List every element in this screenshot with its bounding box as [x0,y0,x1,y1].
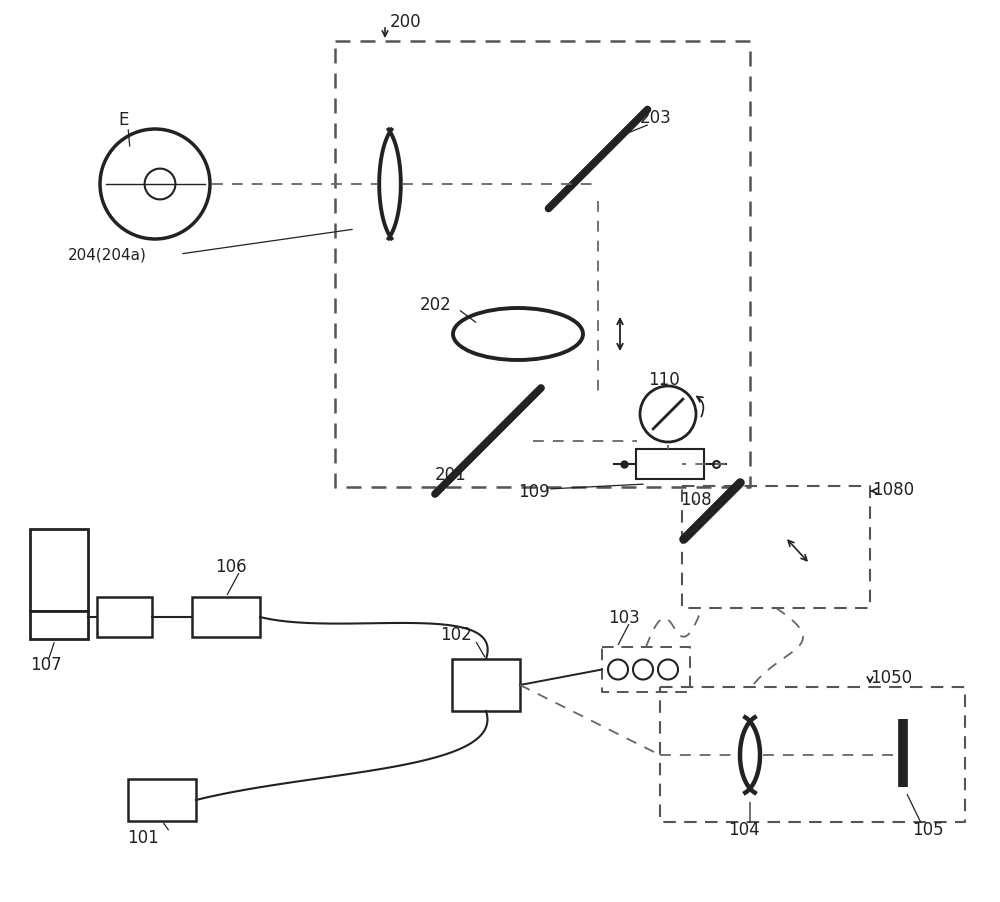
Bar [452,659,520,711]
Text: 102: 102 [440,625,472,643]
Text: 101: 101 [127,828,159,846]
Text: 1050: 1050 [870,668,912,686]
Bar [30,529,88,612]
Text: 105: 105 [912,820,944,838]
Text: 108: 108 [680,491,712,509]
Text: 1080: 1080 [872,481,914,499]
Text: 107: 107 [30,655,62,673]
Bar [636,449,704,480]
Text: 106: 106 [215,557,247,575]
Text: 109: 109 [518,483,550,501]
Text: E: E [118,111,128,129]
Text: 201: 201 [435,465,467,483]
Bar [128,779,196,821]
Text: 202: 202 [420,296,452,314]
Bar [30,612,88,640]
Text: 204(204a): 204(204a) [68,247,147,262]
Text: 110: 110 [648,371,680,389]
Text: 203: 203 [640,109,672,127]
Bar [97,597,152,638]
Text: 200: 200 [390,13,422,31]
Bar [192,597,260,638]
Text: 104: 104 [728,820,760,838]
Text: 103: 103 [608,608,640,626]
